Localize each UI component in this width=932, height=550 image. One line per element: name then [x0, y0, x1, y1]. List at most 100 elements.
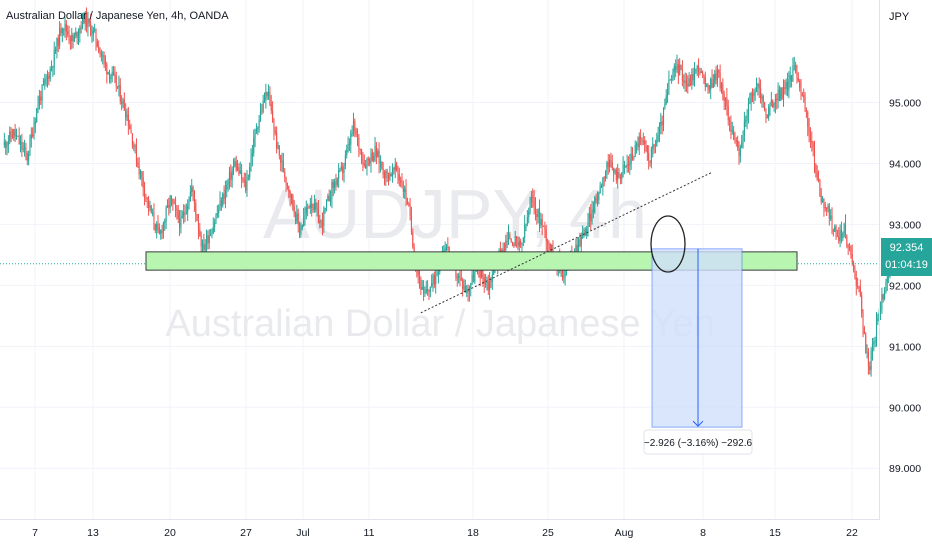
- candle-body: [86, 13, 88, 27]
- candle-body: [812, 142, 814, 149]
- candle-body: [325, 200, 328, 208]
- candle-body: [383, 174, 386, 179]
- candle-body: [809, 133, 812, 141]
- candle-body: [49, 69, 51, 79]
- candle-body: [611, 162, 613, 169]
- candle-body: [859, 286, 861, 296]
- candle-body: [117, 86, 119, 88]
- candle-body: [50, 67, 53, 70]
- candle-body: [877, 318, 879, 322]
- candle-body: [84, 13, 86, 24]
- candle-body: [600, 185, 603, 187]
- candle-body: [695, 68, 697, 72]
- candle-body: [625, 165, 627, 167]
- candle-body: [716, 70, 718, 81]
- candle-body: [95, 29, 97, 42]
- candle-body: [850, 246, 852, 255]
- candle-body: [6, 144, 8, 148]
- time-axis[interactable]: 7 13 20 27 Jul 11 18 25 Aug 8 15 22: [0, 519, 880, 540]
- candle-body: [162, 222, 164, 234]
- candle-body: [884, 291, 886, 300]
- candle-body: [824, 207, 826, 209]
- candle-body: [792, 66, 794, 82]
- candle-body: [409, 204, 411, 216]
- price-axis[interactable]: JPY 89.000 90.000 91.000 92.000 93.000 94.000…: [879, 0, 922, 519]
- candle-body: [344, 155, 346, 166]
- price-tick-label: 89.000: [889, 463, 921, 475]
- candle-body: [739, 147, 741, 157]
- candle-body: [195, 202, 197, 215]
- candle-body: [170, 195, 173, 199]
- candle-body: [865, 333, 867, 353]
- candle-body: [270, 103, 272, 111]
- candle-body: [224, 189, 226, 200]
- candle-body: [394, 163, 396, 171]
- candle-body: [764, 101, 766, 111]
- candle-body: [201, 243, 204, 247]
- drawings[interactable]: −2.926 (−3.16%) −292.6: [0, 172, 880, 455]
- candle-body: [232, 166, 235, 171]
- bar-countdown: 01:04:19: [885, 259, 928, 271]
- candle-body: [863, 327, 865, 334]
- candle-body: [769, 102, 771, 108]
- candle-body: [834, 226, 836, 232]
- candle-body: [885, 282, 887, 292]
- candle-body: [243, 179, 245, 182]
- candle-body: [765, 110, 767, 116]
- candle-body: [545, 229, 547, 242]
- candle-body: [386, 171, 388, 173]
- candle-body: [100, 52, 102, 56]
- candle-body: [738, 147, 740, 157]
- candle-body: [718, 70, 720, 73]
- candle-body: [102, 55, 104, 57]
- candle-body: [660, 121, 662, 127]
- candle-body: [92, 29, 94, 35]
- candle-body: [57, 38, 59, 46]
- candle-body: [797, 78, 799, 81]
- candle-body: [404, 188, 406, 193]
- candle-body: [627, 164, 630, 166]
- measure-box: [651, 248, 743, 428]
- candle-body: [540, 219, 542, 226]
- candle-body: [757, 84, 759, 86]
- candle-body: [311, 203, 313, 209]
- candle-body: [648, 152, 650, 161]
- candle-body: [139, 171, 142, 175]
- candle-body: [505, 240, 507, 251]
- candle-body: [123, 99, 125, 111]
- candle-body: [177, 210, 179, 219]
- candle-body: [185, 212, 187, 214]
- candle-body: [801, 94, 803, 96]
- watermark-name: Australian Dollar / Japanese Yen: [165, 303, 714, 345]
- candle-body: [406, 198, 408, 204]
- candle-body: [22, 148, 24, 150]
- candle-body: [675, 65, 677, 70]
- watermark-symbol: AUDJPY, 4h: [263, 175, 647, 253]
- candle-body: [227, 181, 229, 185]
- candle-body: [165, 207, 167, 221]
- candle-body: [668, 79, 670, 89]
- candle-body: [867, 351, 869, 366]
- candle-body: [691, 74, 693, 85]
- price-tick-label: 95.000: [889, 98, 921, 110]
- candle-body: [210, 234, 212, 236]
- candle-body: [657, 135, 659, 140]
- candle-body: [156, 223, 158, 231]
- candle-body: [479, 269, 481, 278]
- candle-body: [286, 183, 288, 186]
- candle-body: [53, 49, 55, 67]
- candle-body: [68, 33, 70, 40]
- candle-body: [338, 170, 340, 179]
- candle-body: [435, 276, 437, 285]
- candle-body: [308, 207, 310, 209]
- candle-body: [99, 52, 101, 54]
- candle-body: [862, 313, 864, 328]
- candle-body: [343, 165, 345, 174]
- candle-body: [262, 100, 264, 112]
- candle-body: [807, 112, 809, 127]
- candle-body: [886, 276, 888, 283]
- candle-body: [320, 220, 322, 222]
- candle-body: [848, 246, 851, 248]
- candle-body: [246, 178, 248, 191]
